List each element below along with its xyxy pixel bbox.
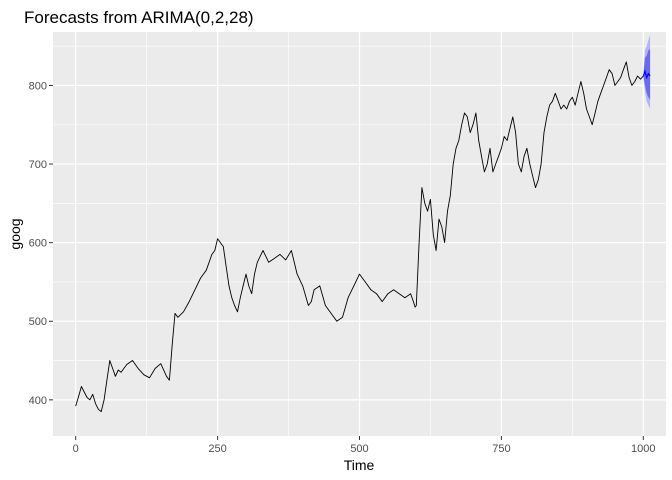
y-tick-label: 600 [29,238,47,250]
y-tick-label: 400 [29,395,47,407]
axis-ticks [49,84,644,440]
y-tick-label: 800 [29,80,47,92]
series-line-goog [75,61,644,413]
x-tick-label: 0 [73,443,79,455]
y-tick-label: 500 [29,316,47,328]
x-tick-label: 500 [350,443,368,455]
forecast-interval-80 [643,49,651,100]
x-tick-label: 750 [492,443,510,455]
forecast-band-80 [643,49,651,100]
chart-title: Forecasts from ARIMA(0,2,28) [24,8,254,27]
x-axis-label: Time [344,457,375,473]
y-axis-label: goog [7,218,23,249]
y-tick-label: 700 [29,159,47,171]
forecast-mean [642,69,651,80]
series [75,61,644,413]
grid-major [53,32,666,436]
x-tick-label: 250 [208,443,226,455]
forecast-mean-line [642,69,651,80]
x-tick-labels: 0 250 500 750 1000 [73,443,656,455]
x-tick-label: 1000 [631,443,655,455]
y-tick-labels: 400 500 600 700 800 [29,80,47,406]
